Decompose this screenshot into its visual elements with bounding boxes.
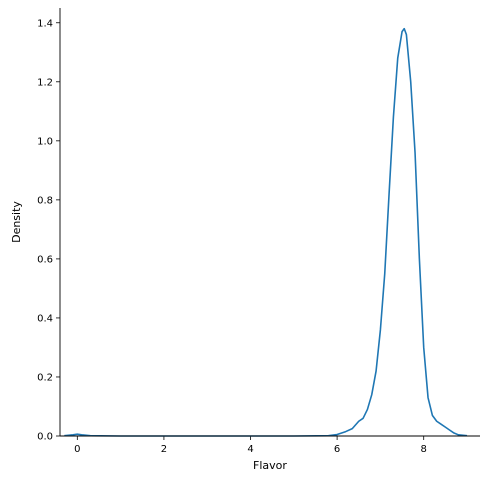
y-tick-label: 1.0 [37,136,53,147]
y-tick-label: 0.4 [37,313,53,324]
y-axis-ticks: 0.0 0.2 0.4 0.6 0.8 1.0 1.2 1.4 [37,18,60,443]
x-tick-label: 4 [247,444,253,455]
y-tick-label: 0.0 [37,432,53,443]
y-tick-label: 0.6 [37,254,53,265]
y-tick-label: 1.4 [37,18,53,29]
x-tick-label: 8 [421,444,427,455]
x-axis-ticks: 0 2 4 6 8 [74,436,427,455]
density-curve [64,27,468,437]
y-tick-label: 0.8 [37,195,53,206]
x-tick-label: 0 [74,444,80,455]
x-tick-label: 6 [334,444,340,455]
x-tick-label: 2 [161,444,167,455]
y-tick-label: 0.2 [37,372,53,383]
x-axis-title: Flavor [253,459,287,472]
y-tick-label: 1.2 [37,77,53,88]
y-axis-title: Density [10,201,23,243]
